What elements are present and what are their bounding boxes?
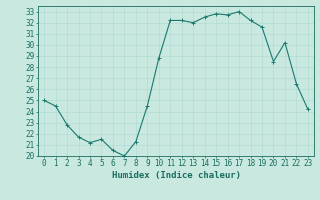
X-axis label: Humidex (Indice chaleur): Humidex (Indice chaleur) bbox=[111, 171, 241, 180]
